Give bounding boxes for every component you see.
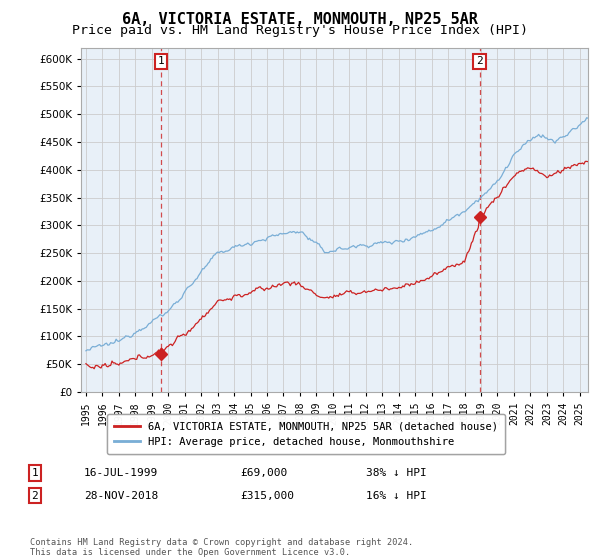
Text: Contains HM Land Registry data © Crown copyright and database right 2024.
This d: Contains HM Land Registry data © Crown c… xyxy=(30,538,413,557)
Legend: 6A, VICTORIA ESTATE, MONMOUTH, NP25 5AR (detached house), HPI: Average price, de: 6A, VICTORIA ESTATE, MONMOUTH, NP25 5AR … xyxy=(107,414,505,454)
Text: 16-JUL-1999: 16-JUL-1999 xyxy=(84,468,158,478)
Text: 2: 2 xyxy=(31,491,38,501)
Text: 6A, VICTORIA ESTATE, MONMOUTH, NP25 5AR: 6A, VICTORIA ESTATE, MONMOUTH, NP25 5AR xyxy=(122,12,478,27)
Text: 2: 2 xyxy=(476,57,483,67)
Text: 1: 1 xyxy=(31,468,38,478)
Text: 38% ↓ HPI: 38% ↓ HPI xyxy=(366,468,427,478)
Text: £315,000: £315,000 xyxy=(240,491,294,501)
Text: Price paid vs. HM Land Registry's House Price Index (HPI): Price paid vs. HM Land Registry's House … xyxy=(72,24,528,36)
Text: £69,000: £69,000 xyxy=(240,468,287,478)
Text: 16% ↓ HPI: 16% ↓ HPI xyxy=(366,491,427,501)
Text: 1: 1 xyxy=(157,57,164,67)
Text: 28-NOV-2018: 28-NOV-2018 xyxy=(84,491,158,501)
